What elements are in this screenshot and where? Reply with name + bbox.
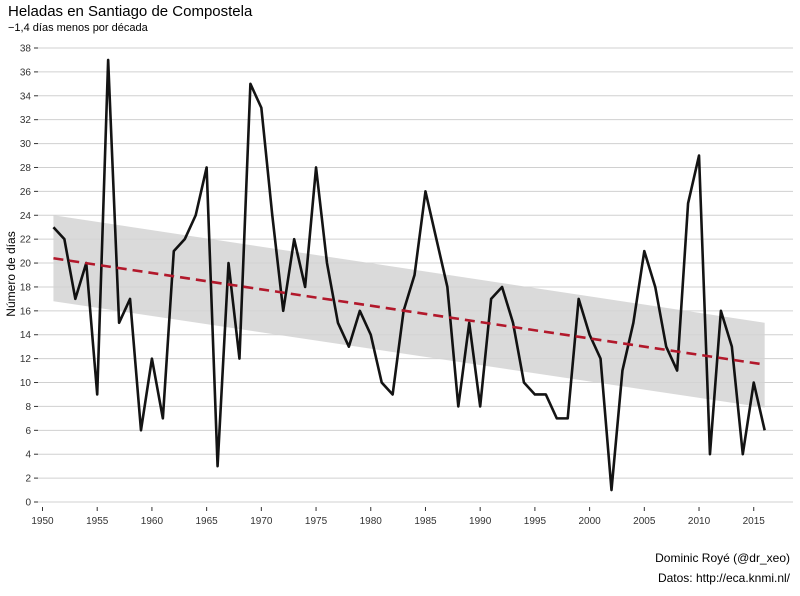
x-tick-label: 1990 [469, 516, 492, 527]
frost-days-line [52, 58, 766, 492]
x-tick-label: 1965 [196, 516, 219, 527]
y-tick-label: 6 [25, 426, 31, 437]
x-tick-label: 2000 [578, 516, 601, 527]
y-tick-label: 32 [20, 115, 32, 126]
y-tick-label: 36 [20, 67, 32, 78]
y-tick-label: 4 [25, 450, 31, 461]
y-tick-label: 18 [20, 282, 32, 293]
y-tick-label: 34 [20, 91, 32, 102]
x-tick-label: 1985 [414, 516, 437, 527]
series-line-layer [52, 58, 766, 492]
y-tick-label: 16 [20, 306, 32, 317]
chart-title: Heladas en Santiago de Compostela [8, 3, 253, 20]
x-tick-label: 1995 [524, 516, 547, 527]
y-tick-label: 38 [20, 44, 32, 55]
x-tick-label: 2005 [633, 516, 656, 527]
y-tick-label: 30 [20, 139, 32, 150]
y-tick-label: 12 [20, 354, 32, 365]
x-tick-label: 1980 [360, 516, 383, 527]
y-tick-label: 24 [20, 211, 32, 222]
x-tick-label: 2015 [743, 516, 766, 527]
x-tick-label: 1950 [31, 516, 54, 527]
y-tick-label: 26 [20, 187, 32, 198]
chart-subtitle: −1,4 días menos por década [8, 22, 148, 34]
y-tick-label: 8 [25, 402, 31, 413]
y-tick-label: 0 [25, 498, 31, 509]
x-tick-label: 1970 [250, 516, 273, 527]
y-tick-label: 14 [20, 330, 32, 341]
x-tick-label: 1975 [305, 516, 328, 527]
y-tick-label: 28 [20, 163, 32, 174]
x-tick-label: 2010 [688, 516, 711, 527]
y-axis-title: Número de días [4, 231, 18, 316]
y-tick-label: 10 [20, 378, 32, 389]
y-tick-label: 22 [20, 235, 32, 246]
x-tick-label: 1955 [86, 516, 109, 527]
x-tick-label: 1960 [141, 516, 164, 527]
y-tick-label: 2 [25, 474, 31, 485]
y-tick-label: 20 [20, 259, 32, 270]
trend-line [53, 256, 765, 366]
data-source-credit: Datos: http://eca.knmi.nl/ [657, 571, 790, 585]
author-credit: Dominic Royé (@dr_xeo) [655, 551, 790, 565]
trend-line-layer [53, 256, 765, 366]
